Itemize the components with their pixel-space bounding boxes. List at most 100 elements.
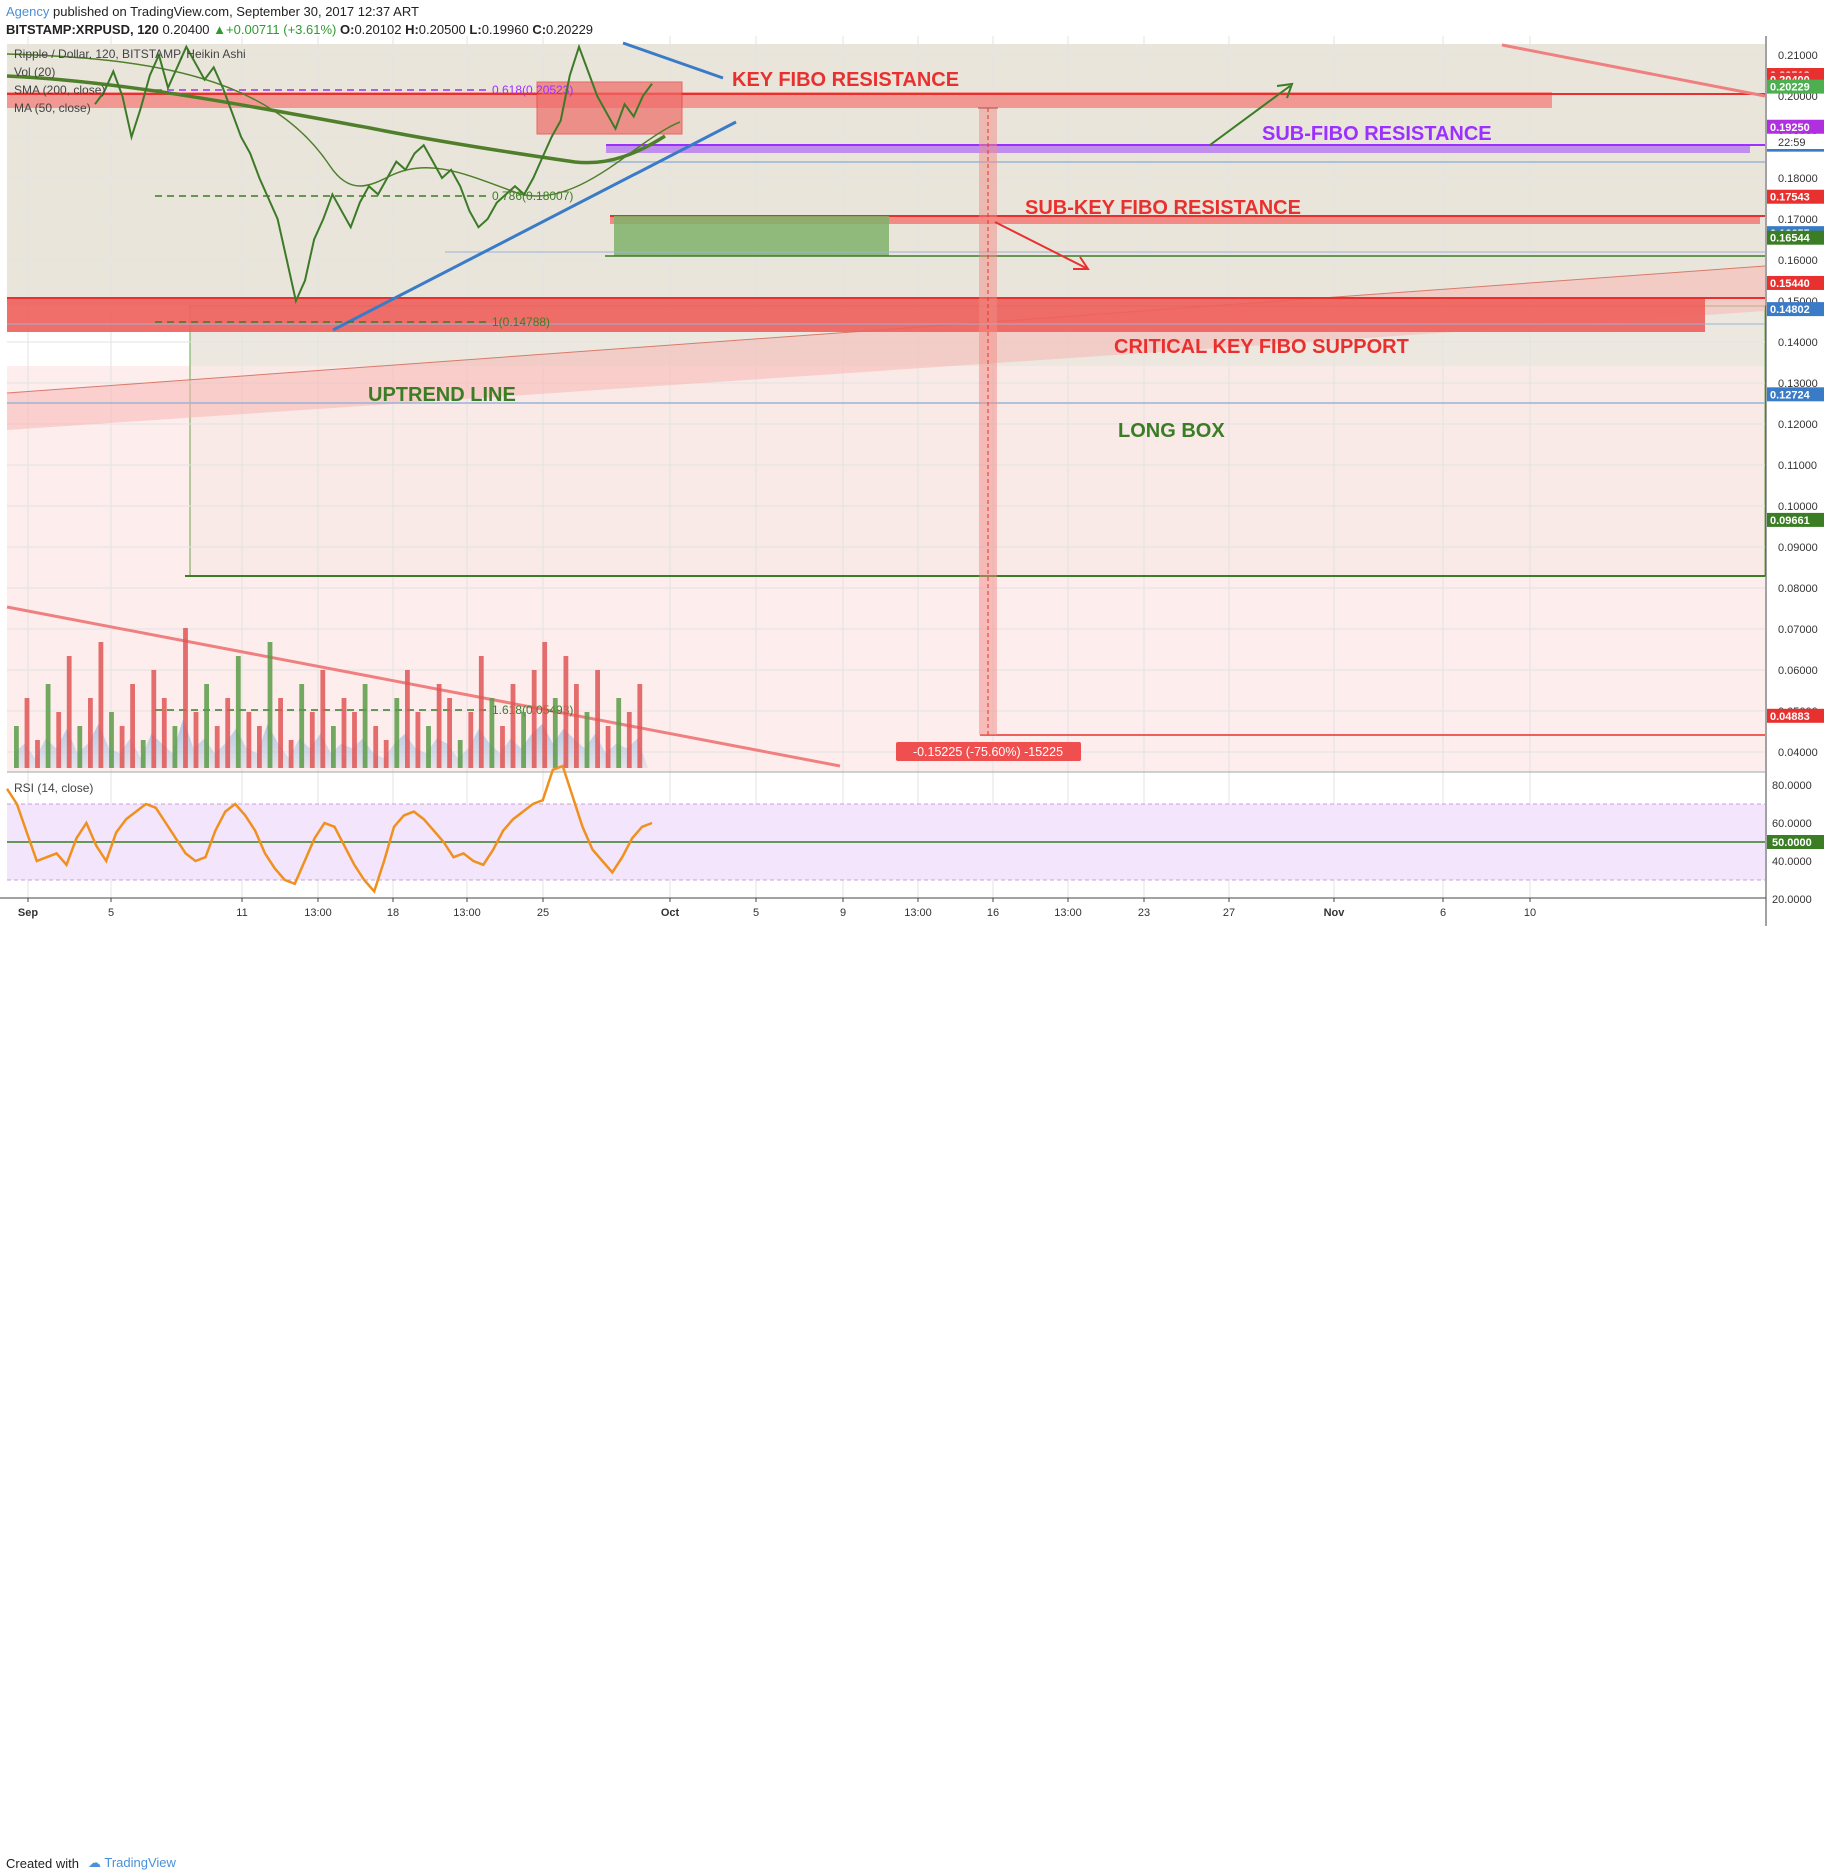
price-tick-4: 0.17000: [1778, 214, 1818, 226]
green-box: [614, 216, 889, 256]
volume-bar-38: [415, 712, 421, 768]
red-descending-line: [1501, 43, 1766, 98]
open-value: 0.20102: [354, 22, 402, 37]
volume-bar-16: [183, 628, 188, 768]
volume-bar-43: [468, 712, 474, 768]
time-tick-10: 13:00: [904, 907, 932, 919]
time-tick-3: 13:00: [304, 907, 332, 919]
price-tag-bg-8: [1767, 275, 1824, 290]
price-tick-13: 0.08000: [1778, 583, 1818, 595]
volume-bar-29: [320, 670, 326, 768]
publish-text: published on TradingView.com, September …: [49, 4, 419, 19]
price-tag-bg-3: [1767, 119, 1824, 134]
volume-bar-13: [151, 670, 157, 768]
price-tick-10: 0.11000: [1778, 460, 1817, 472]
price-tick-11: 0.10000: [1778, 501, 1818, 513]
author-link[interactable]: Agency: [6, 4, 50, 19]
short-zone-fill: [7, 44, 1765, 306]
price-tick-9: 0.12000: [1778, 419, 1818, 431]
volume-bar-4: [56, 712, 62, 768]
price-tick-1: 0.20000: [1778, 91, 1818, 103]
price-tick-15: 0.06000: [1778, 665, 1818, 677]
volume-bar-12: [140, 740, 146, 768]
time-tick-7: Oct: [661, 907, 680, 919]
price-tick-0: 0.21000: [1778, 50, 1818, 62]
volume-bar-25: [278, 698, 283, 768]
price-chart[interactable]: -0.15225 (-75.60%) -15225 0.618(0.20523)…: [0, 36, 1824, 926]
time-tick-4: 18: [387, 907, 399, 919]
volume-bar-27: [299, 684, 305, 768]
price-tick-8: 0.13000: [1778, 378, 1818, 390]
legend-sma: SMA (200, close): [14, 83, 105, 97]
time-tick-0: Sep: [18, 907, 38, 919]
time-tick-17: 10: [1524, 907, 1536, 919]
low-label: L:: [469, 22, 482, 37]
tradingview-logo[interactable]: ☁ TradingView: [88, 1855, 176, 1871]
time-axis[interactable]: Sep 5 11 13:00 18 13:00 25 Oct 5 9 13:00 16 13:00 23 2…: [18, 898, 1536, 919]
price-axis[interactable]: 0.210000.200000.190000.180000.170000.160…: [1778, 50, 1818, 759]
price-tick-12: 0.09000: [1778, 542, 1818, 554]
time-tick-12: 13:00: [1054, 907, 1082, 919]
volume-bar-32: [352, 712, 357, 768]
volume-bar-44: [478, 656, 484, 768]
time-tick-11: 16: [987, 907, 999, 919]
sma-200-line: [6, 74, 666, 165]
symbol-name: BITSTAMP:XRPUSD, 120: [6, 22, 159, 37]
volume-bar-26: [288, 740, 294, 768]
volume-bar-42: [457, 740, 463, 768]
rsi-tick-1: 60.0000: [1772, 818, 1812, 830]
countdown-box: [1767, 134, 1824, 149]
brand-name: TradingView: [104, 1855, 176, 1870]
volume-bar-48: [521, 712, 526, 768]
volume-bar-57: [616, 698, 622, 768]
volume-downtrend: [6, 605, 841, 768]
volume-bar-34: [373, 726, 379, 768]
low-value: 0.19960: [481, 22, 529, 37]
legend-vol: Vol (20): [14, 65, 55, 79]
volume-bar-3: [45, 684, 51, 768]
volume-bar-17: [193, 712, 199, 768]
cloud-icon: ☁: [88, 1855, 101, 1870]
red-arrow-head: [1073, 256, 1090, 270]
symbol-info: BITSTAMP:XRPUSD, 120 0.20400 ▲+0.00711 (…: [6, 22, 593, 37]
price-tick-14: 0.07000: [1778, 624, 1818, 636]
time-tick-14: 27: [1223, 907, 1235, 919]
publish-info: Agency published on TradingView.com, Sep…: [6, 4, 419, 19]
price-tag-3: 0.19250: [1770, 122, 1810, 134]
volume-bar-14: [161, 698, 167, 768]
countdown-label: 22:59: [1778, 137, 1806, 149]
volume-bar-59: [637, 684, 643, 768]
price-tag-8: 0.15440: [1770, 278, 1810, 290]
fib-1-label: 1(0.14788): [492, 315, 550, 329]
measure-bar: [979, 108, 997, 735]
volume-bar-23: [257, 726, 262, 768]
uptrend-line: [332, 120, 737, 332]
price-tag-bg-10: [1767, 387, 1824, 402]
rsi-axis[interactable]: 80.0000 60.0000 50.0000 40.0000 20.0000: [1767, 780, 1824, 906]
price-tag-bg-9: [1767, 302, 1824, 317]
price-change: +0.00711 (+3.61%): [226, 22, 337, 37]
rsi-label: RSI (14, close): [14, 781, 93, 795]
price-series: [94, 43, 653, 305]
rsi-tick-0: 80.0000: [1772, 780, 1812, 792]
green-arrow-head: [1276, 82, 1294, 99]
volume-bar-46: [500, 726, 505, 768]
volume-bar-5: [66, 656, 72, 768]
volume-bar-22: [246, 712, 252, 768]
volume-bar-30: [331, 726, 336, 768]
price-tag-5: 0.17543: [1770, 192, 1810, 204]
volume-bar-51: [552, 698, 558, 768]
volume-bar-55: [595, 670, 600, 768]
price-tag-bg-7: [1767, 230, 1824, 245]
price-tag-11: 0.09661: [1770, 515, 1810, 527]
volume-bar-15: [172, 726, 178, 768]
price-tag-12: 0.04883: [1770, 711, 1810, 723]
sub-key-fibo-zone: [610, 216, 1760, 224]
critical-support-zone: [7, 298, 1705, 332]
volume-bar-19: [214, 726, 220, 768]
time-tick-6: 25: [537, 907, 549, 919]
price-tag-9: 0.14802: [1770, 304, 1810, 316]
created-with: Created with: [6, 1856, 79, 1871]
volume-bar-36: [394, 698, 400, 768]
key-fibo-box: [536, 81, 683, 135]
